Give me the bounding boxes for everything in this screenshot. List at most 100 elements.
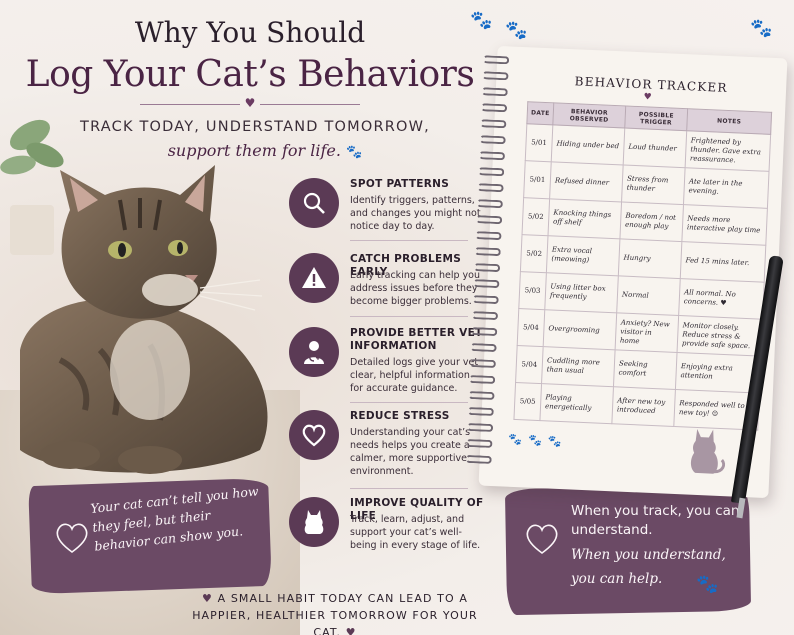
spiral-ring: [480, 103, 508, 113]
spiral-ring: [480, 119, 507, 129]
trigger-cell: After new toy introduced: [611, 386, 676, 427]
divider: [350, 316, 468, 317]
trigger-cell: Boredom / not enough play: [619, 201, 684, 242]
behavior-cell: Refused dinner: [549, 161, 624, 202]
page-title: Log Your Cat’s Behaviors: [25, 54, 475, 95]
notes-cell: Monitor closely. Reduce stress & provide…: [677, 315, 763, 357]
spiral-ring: [470, 342, 497, 353]
notes-cell: Frightened by thunder. Gave extra reassu…: [685, 130, 771, 172]
behavior-cell: Playing energetically: [539, 383, 614, 424]
paw-print-icon: 🐾: [505, 20, 528, 41]
plant-illustration: [0, 119, 64, 255]
spiral-ring: [469, 358, 497, 369]
footer-message: A SMALL HABIT TODAY CAN LEAD TO A HAPPIE…: [192, 592, 478, 635]
date-cell: 5/04: [517, 308, 545, 347]
trigger-cell: Loud thunder: [623, 128, 687, 168]
date-cell: 5/03: [518, 271, 547, 310]
magnifier-icon: [289, 178, 339, 228]
heart-icon: [526, 524, 558, 554]
divider: [350, 240, 468, 241]
spiral-ring: [471, 311, 499, 321]
date-cell: 5/04: [515, 345, 544, 384]
feature-title: IMPROVE QUALITY OF LIFE: [350, 497, 484, 522]
spiral-ring: [476, 199, 504, 209]
tagline-script-text: support them for life.: [167, 141, 341, 160]
warning-icon: [289, 253, 339, 303]
heart-icon: [56, 523, 88, 553]
paw-prints-decoration: 🐾🐾🐾: [508, 432, 568, 449]
tracker-table: DATE BEHAVIOR OBSERVED POSSIBLE TRIGGER …: [513, 101, 772, 431]
spiral-ring: [475, 215, 503, 225]
trigger-cell: Seeking comfort: [613, 349, 678, 390]
feature-description: Understanding your cat’s needs helps you…: [350, 427, 471, 477]
notes-cell: All normal. No concerns. ♥: [678, 278, 765, 320]
feature-title: REDUCE STRESS: [350, 410, 450, 422]
spiral-ring: [469, 374, 496, 385]
behavior-cell: Hiding under bed: [551, 124, 625, 165]
quote-right-line-2: When you understand, you can help.: [571, 547, 726, 587]
spiral-ring: [482, 55, 510, 65]
column-header: POSSIBLE TRIGGER: [624, 106, 688, 131]
date-cell: 5/05: [513, 382, 542, 421]
trigger-cell: Hungry: [618, 238, 682, 279]
notes-cell: Ate later in the evening.: [683, 167, 770, 209]
spiral-ring: [482, 71, 509, 81]
vet-icon: [289, 327, 339, 377]
feature-title: CATCH PROBLEMS EARLY: [350, 253, 462, 278]
spiral-ring: [466, 422, 494, 433]
trigger-cell: Stress from thunder: [621, 164, 686, 205]
behavior-cell: Overgrooming: [543, 309, 617, 350]
feature-title: PROVIDE BETTER VET INFORMATION: [350, 327, 483, 352]
feature-description: Track, learn, adjust, and support your c…: [350, 514, 481, 551]
heart-icon: ♥: [202, 592, 214, 605]
spiral-ring: [468, 390, 495, 401]
date-cell: 5/02: [520, 234, 548, 273]
paw-print-icon: 🐾: [470, 10, 493, 31]
feature-title: SPOT PATTERNS: [350, 178, 450, 190]
spiral-ring: [481, 87, 508, 97]
spiral-ring: [478, 151, 506, 161]
spiral-ring: [473, 279, 500, 289]
spiral-ring: [477, 183, 504, 193]
heart-icon: [289, 410, 339, 460]
feature-description: Early tracking can help you address issu…: [350, 270, 480, 307]
tagline-script: support them for life. 🐾: [130, 141, 400, 160]
behavior-cell: Extra vocal (meowing): [546, 235, 620, 276]
feature-description: Detailed logs give your vet clear, helpf…: [350, 357, 479, 394]
spiral-ring: [475, 231, 502, 241]
heart-icon: ♥: [345, 626, 357, 635]
spiral-ring: [474, 247, 501, 257]
cat-silhouette-icon: [690, 428, 726, 474]
spiral-ring: [466, 438, 493, 449]
heart-icon: ♥: [240, 96, 260, 110]
notes-cell: Needs more interactive play time: [681, 204, 768, 246]
behavior-cell: Using litter box frequently: [544, 272, 619, 313]
spiral-ring: [473, 263, 501, 273]
heart-icon: ♥: [643, 92, 652, 103]
date-cell: 5/02: [522, 197, 550, 236]
date-cell: 5/01: [525, 123, 553, 162]
divider: [350, 488, 468, 489]
title-line-1: Why You Should: [134, 16, 366, 49]
column-header: DATE: [526, 101, 554, 125]
divider: [350, 402, 468, 403]
spiral-ring: [472, 295, 499, 305]
spiral-ring: [467, 406, 494, 417]
spiral-ring: [478, 167, 505, 177]
paw-print-icon: 🐾: [750, 18, 773, 39]
column-header: BEHAVIOR OBSERVED: [552, 102, 626, 129]
feature-description: Identify triggers, patterns, and changes…: [350, 195, 481, 232]
quote-right-line-1: When you track, you can understand.: [571, 503, 740, 538]
spiral-ring: [479, 135, 506, 145]
tagline: TRACK TODAY, UNDERSTAND TOMORROW,: [80, 119, 430, 135]
spiral-ring: [471, 327, 498, 337]
paw-print-icon: 🐾: [696, 574, 719, 595]
paw-print-icon: 🐾: [346, 145, 363, 160]
trigger-cell: Normal: [616, 275, 681, 316]
date-cell: 5/01: [523, 160, 552, 199]
spiral-ring: [465, 454, 492, 465]
notes-cell: Fed 15 mins later.: [680, 241, 766, 283]
behavior-cell: Knocking things off shelf: [547, 198, 622, 239]
behavior-tracker-notebook: BEHAVIOR TRACKER ♥ DATE BEHAVIOR OBSERVE…: [465, 45, 788, 499]
cat-icon: [289, 497, 339, 547]
